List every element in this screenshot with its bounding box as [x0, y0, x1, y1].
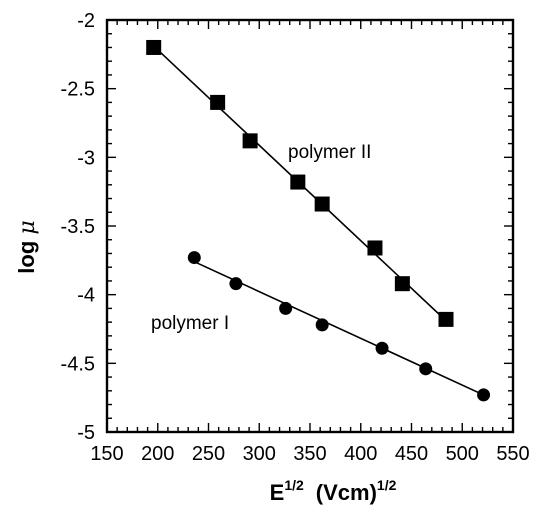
- data-point-circle: [187, 251, 201, 265]
- x-tick-label: 250: [192, 443, 225, 465]
- data-point-circle: [477, 388, 491, 402]
- x-tick-label: 500: [446, 443, 479, 465]
- x-tick-label: 300: [243, 443, 276, 465]
- data-point-circle: [419, 362, 433, 376]
- y-tick-label: -4.5: [61, 353, 95, 375]
- data-point-square: [146, 39, 162, 55]
- data-point-circle: [229, 277, 243, 291]
- x-tick-label: 550: [496, 443, 529, 465]
- y-tick-label: -2: [77, 10, 95, 32]
- y-axis-title: log μ: [14, 220, 40, 273]
- data-point-square: [242, 133, 258, 149]
- y-tick-label: -5: [77, 422, 95, 444]
- y-tick-label: -3.5: [61, 216, 95, 238]
- y-tick-label: -2.5: [61, 79, 95, 101]
- x-tick-label: 400: [344, 443, 377, 465]
- y-axis-title-symbol: μ: [15, 220, 40, 234]
- x-axis-title-unit: (Vcm): [316, 480, 377, 505]
- series-label-polymer-ii: polymer II: [288, 142, 371, 163]
- x-tick-label: 450: [395, 443, 428, 465]
- data-point-square: [438, 311, 454, 327]
- data-point-circle: [375, 341, 389, 355]
- data-point-square: [394, 276, 410, 292]
- x-axis-title-unit-sup: 1/2: [377, 477, 397, 493]
- plot-frame: [105, 18, 515, 434]
- y-tick-label: -3: [77, 147, 95, 169]
- plot-area: [105, 18, 515, 434]
- x-axis-title-sup: 1/2: [284, 477, 304, 493]
- x-axis-title: E1/2 (Vcm)1/2: [270, 477, 397, 505]
- series-layer: [146, 39, 491, 402]
- y-tick-label: -4: [77, 285, 95, 307]
- x-tick-label: 200: [141, 443, 174, 465]
- data-point-square: [367, 240, 383, 256]
- data-point-square: [290, 174, 306, 190]
- axis-ticks: 150 200 250 300 350 400 450 500 550 -2 -2.5 -3 -3.5 -…: [61, 10, 530, 465]
- series-label-polymer-i: polymer I: [151, 313, 229, 334]
- data-point-square: [210, 94, 226, 110]
- data-point-circle: [315, 318, 329, 332]
- x-tick-label: 150: [90, 443, 123, 465]
- x-tick-label: 350: [293, 443, 326, 465]
- y-axis-title-text: log: [14, 235, 39, 274]
- fit-line-circle: [193, 260, 484, 396]
- data-point-square: [314, 196, 330, 212]
- data-point-circle: [279, 301, 293, 315]
- x-axis-title-base: E: [270, 480, 285, 505]
